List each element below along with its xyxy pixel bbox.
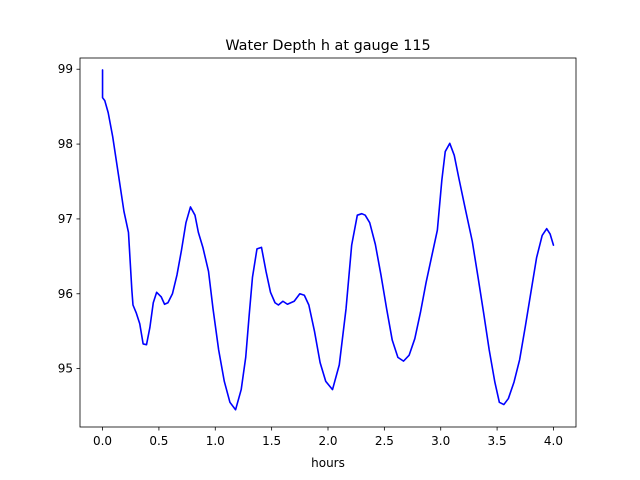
x-tick-label: 2.0 bbox=[318, 434, 337, 448]
x-tick-label: 4.0 bbox=[544, 434, 563, 448]
x-tick-label: 0.5 bbox=[149, 434, 168, 448]
x-axis-label: hours bbox=[311, 456, 345, 470]
y-axis-ticks: 95 96 97 98 99 bbox=[58, 62, 80, 376]
plot-area bbox=[79, 57, 577, 428]
x-axis-ticks: 0.0 0.5 1.0 1.5 2.0 2.5 3.0 3.5 4.0 bbox=[93, 427, 563, 448]
y-tick-label: 98 bbox=[58, 137, 73, 151]
x-tick-label: 3.5 bbox=[488, 434, 507, 448]
x-tick-label: 3.0 bbox=[431, 434, 450, 448]
x-tick-label: 1.0 bbox=[206, 434, 225, 448]
x-tick-label: 0.0 bbox=[93, 434, 112, 448]
water-depth-series-line bbox=[101, 69, 555, 411]
y-tick-label: 97 bbox=[58, 212, 73, 226]
axes-background bbox=[80, 58, 576, 427]
x-tick-label: 1.5 bbox=[262, 434, 281, 448]
x-tick-label: 2.5 bbox=[375, 434, 394, 448]
chart-title: Water Depth h at gauge 115 bbox=[225, 38, 430, 54]
y-tick-label: 95 bbox=[58, 362, 73, 376]
y-tick-label: 96 bbox=[58, 287, 73, 301]
y-tick-label: 99 bbox=[58, 62, 73, 76]
